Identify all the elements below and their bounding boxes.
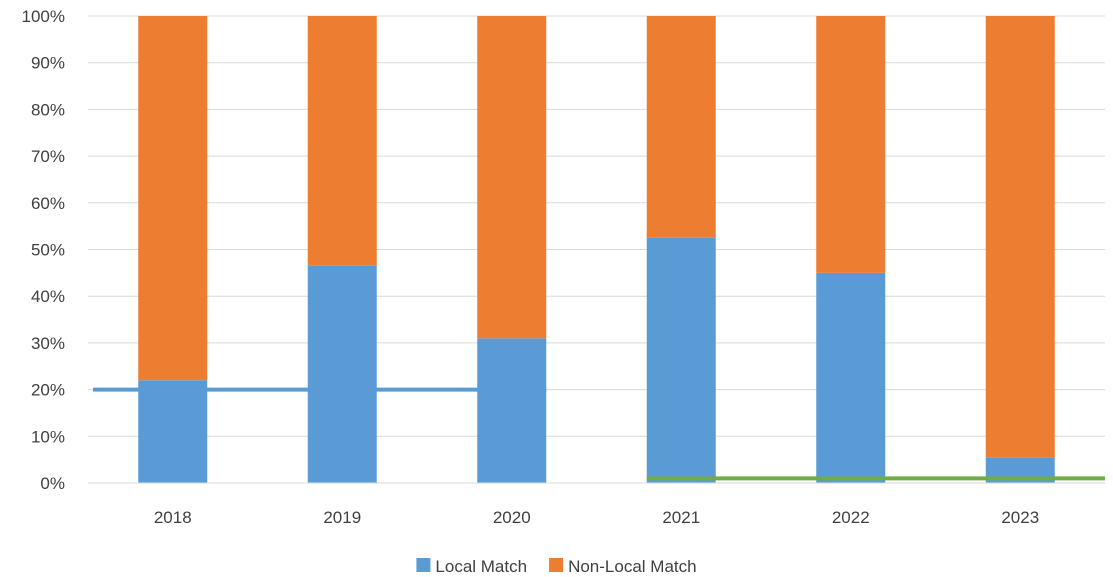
bar-non-local-match-2021 (646, 16, 716, 238)
x-tick-label: 2022 (832, 508, 870, 527)
bar-local-match-2022 (816, 272, 886, 483)
y-tick-label: 10% (31, 427, 65, 446)
y-tick-label: 0% (40, 474, 65, 493)
y-tick-label: 70% (31, 147, 65, 166)
y-tick-label: 30% (31, 334, 65, 353)
gridlines (88, 15, 1105, 484)
y-tick-label: 50% (31, 241, 65, 260)
x-tick-label: 2021 (662, 508, 700, 527)
bars (138, 16, 1055, 483)
legend-swatch (549, 558, 564, 572)
y-tick-label: 60% (31, 194, 65, 213)
bar-local-match-2021 (646, 237, 716, 483)
x-tick-label: 2019 (323, 508, 361, 527)
x-axis: 2018 2019 2020 2021 2022 2023 (88, 482, 1105, 527)
bar-non-local-match-2018 (138, 16, 208, 381)
legend-swatch (416, 558, 431, 572)
x-tick-label: 2018 (154, 508, 192, 527)
legend-label: Local Match (435, 557, 527, 576)
legend: Local Match Non-Local Match (416, 557, 697, 576)
y-tick-label: 40% (31, 287, 65, 306)
bar-non-local-match-2019 (307, 16, 377, 266)
x-tick-label: 2023 (1001, 508, 1039, 527)
bar-local-match-2018 (138, 380, 208, 483)
bar-local-match-2020 (477, 338, 547, 483)
y-tick-label: 80% (31, 100, 65, 119)
y-tick-label: 90% (31, 54, 65, 73)
bar-local-match-2019 (307, 265, 377, 483)
y-tick-label: 100% (22, 7, 65, 26)
bar-non-local-match-2020 (477, 16, 547, 339)
bar-non-local-match-2023 (985, 16, 1055, 458)
y-axis: 0% 10% 20% 30% 40% 50% 60% 70% 80% 90% 100% (22, 7, 65, 493)
bar-non-local-match-2022 (816, 16, 886, 273)
reference-lines (93, 387, 1105, 481)
x-tick-label: 2020 (493, 508, 531, 527)
legend-label: Non-Local Match (568, 557, 697, 576)
y-tick-label: 20% (31, 381, 65, 400)
